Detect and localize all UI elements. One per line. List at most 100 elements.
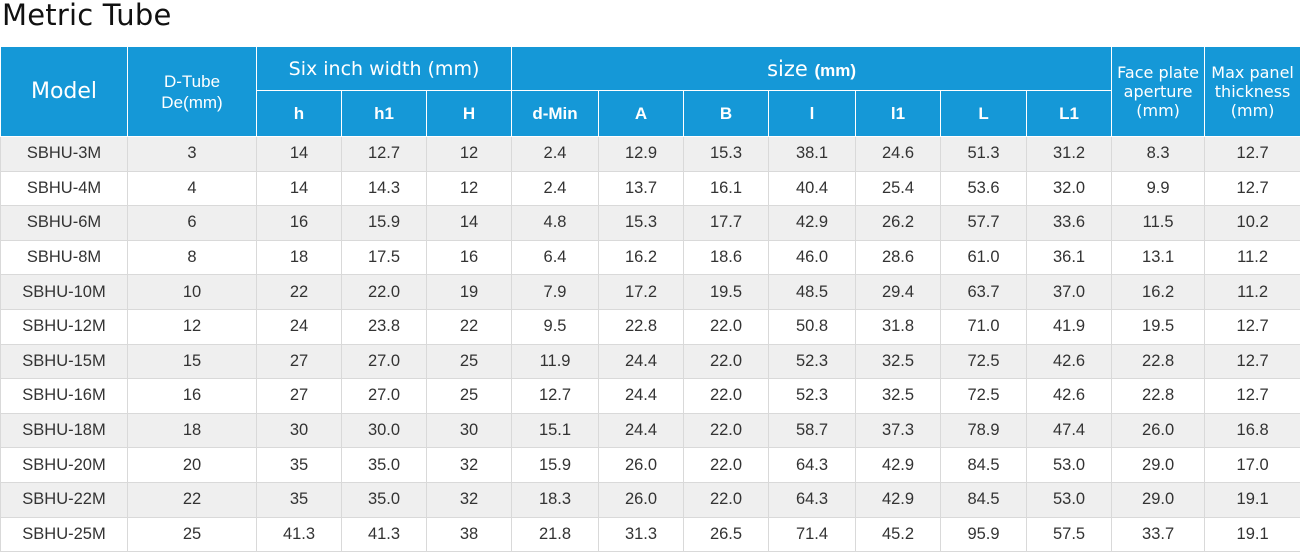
header-max-panel-thickness: Max panel thickness (mm) bbox=[1204, 46, 1300, 137]
cell-L: 63.7 bbox=[940, 274, 1028, 310]
cell-A: 15.3 bbox=[598, 205, 685, 241]
cell-face-plate: 26.0 bbox=[1111, 412, 1206, 449]
table-row: SBHU-20M 20 35 35.0 32 15.9 26.0 22.0 64.3 42.9 84… bbox=[0, 447, 1300, 483]
cell-l1: 45.2 bbox=[855, 516, 942, 552]
cell-A: 22.8 bbox=[598, 308, 685, 345]
header-col-H: H bbox=[425, 90, 513, 137]
cell-max-panel: 16.8 bbox=[1204, 412, 1300, 449]
cell-L1: 32.0 bbox=[1026, 170, 1113, 207]
cell-max-panel: 12.7 bbox=[1204, 343, 1300, 380]
cell-dtube: 10 bbox=[127, 274, 257, 310]
header-col-h: h bbox=[256, 90, 342, 137]
cell-H: 25 bbox=[425, 343, 513, 380]
cell-h: 30 bbox=[256, 412, 342, 449]
cell-max-panel: 19.1 bbox=[1204, 516, 1300, 552]
cell-H: 30 bbox=[425, 412, 513, 449]
cell-A: 26.0 bbox=[598, 481, 685, 518]
cell-L1: 53.0 bbox=[1026, 481, 1113, 518]
cell-d-min: 11.9 bbox=[511, 343, 600, 380]
cell-L: 95.9 bbox=[940, 516, 1028, 552]
cell-face-plate: 9.9 bbox=[1111, 170, 1206, 207]
cell-h1: 41.3 bbox=[341, 516, 427, 552]
cell-L: 53.6 bbox=[940, 170, 1028, 207]
table-row: SBHU-15M 15 27 27.0 25 11.9 24.4 22.0 52.3 32.5 72… bbox=[0, 343, 1300, 380]
cell-L: 57.7 bbox=[940, 205, 1028, 241]
header-size-unit: (mm) bbox=[814, 60, 857, 80]
header-dtube-line2: De(mm) bbox=[161, 92, 223, 112]
cell-L: 84.5 bbox=[940, 447, 1028, 483]
cell-H: 16 bbox=[425, 239, 513, 276]
cell-l1: 28.6 bbox=[855, 239, 942, 276]
cell-L: 84.5 bbox=[940, 481, 1028, 518]
header-col-B: B bbox=[683, 90, 770, 137]
cell-h1: 14.3 bbox=[341, 170, 427, 207]
cell-L1: 33.6 bbox=[1026, 205, 1113, 241]
table-row: SBHU-6M 6 16 15.9 14 4.8 15.3 17.7 42.9 26.2 57.7 3… bbox=[0, 205, 1300, 241]
cell-d-min: 15.1 bbox=[511, 412, 600, 449]
cell-face-plate: 22.8 bbox=[1111, 378, 1206, 414]
cell-dtube: 16 bbox=[127, 378, 257, 414]
table-row: SBHU-4M 4 14 14.3 12 2.4 13.7 16.1 40.4 25.4 53.6 3… bbox=[0, 170, 1300, 207]
cell-h1: 30.0 bbox=[341, 412, 427, 449]
header-dtube-line1: D-Tube bbox=[163, 71, 221, 91]
cell-model: SBHU-3M bbox=[0, 136, 128, 172]
header-size: size (mm) bbox=[511, 46, 1113, 91]
table-row: SBHU-25M 25 41.3 41.3 38 21.8 31.3 26.5 71.4 45.2… bbox=[0, 516, 1300, 552]
cell-d-min: 9.5 bbox=[511, 308, 600, 345]
cell-H: 12 bbox=[425, 136, 513, 172]
cell-face-plate: 16.2 bbox=[1111, 274, 1206, 310]
cell-L: 72.5 bbox=[940, 378, 1028, 414]
cell-face-plate: 22.8 bbox=[1111, 343, 1206, 380]
cell-h: 16 bbox=[256, 205, 342, 241]
cell-face-plate: 11.5 bbox=[1111, 205, 1206, 241]
cell-H: 19 bbox=[425, 274, 513, 310]
cell-dtube: 8 bbox=[127, 239, 257, 276]
cell-l1: 32.5 bbox=[855, 378, 942, 414]
table-row: SBHU-16M 16 27 27.0 25 12.7 24.4 22.0 52.3 32.5 72… bbox=[0, 378, 1300, 414]
table-row: SBHU-22M 22 35 35.0 32 18.3 26.0 22.0 64.3 42.9 84… bbox=[0, 481, 1300, 518]
cell-A: 13.7 bbox=[598, 170, 685, 207]
cell-l: 64.3 bbox=[768, 447, 857, 483]
cell-A: 24.4 bbox=[598, 343, 685, 380]
header-max-line3: (mm) bbox=[1230, 101, 1275, 120]
cell-B: 22.0 bbox=[683, 412, 770, 449]
header-max-line2: thickness bbox=[1214, 82, 1291, 101]
cell-l1: 25.4 bbox=[855, 170, 942, 207]
cell-l: 38.1 bbox=[768, 136, 857, 172]
cell-l: 71.4 bbox=[768, 516, 857, 552]
cell-face-plate: 29.0 bbox=[1111, 447, 1206, 483]
cell-face-plate: 8.3 bbox=[1111, 136, 1206, 172]
table-row: SBHU-3M 3 14 12.7 12 2.4 12.9 15.3 38.1 24.6 51.3 3… bbox=[0, 136, 1300, 172]
cell-H: 38 bbox=[425, 516, 513, 552]
cell-face-plate: 13.1 bbox=[1111, 239, 1206, 276]
cell-H: 25 bbox=[425, 378, 513, 414]
cell-A: 12.9 bbox=[598, 136, 685, 172]
header-face-line1: Face plate bbox=[1117, 63, 1199, 82]
header-dtube: D-Tube De(mm) bbox=[127, 46, 257, 137]
cell-L1: 36.1 bbox=[1026, 239, 1113, 276]
cell-model: SBHU-8M bbox=[0, 239, 128, 276]
cell-h1: 35.0 bbox=[341, 447, 427, 483]
cell-h1: 17.5 bbox=[341, 239, 427, 276]
cell-dtube: 12 bbox=[127, 308, 257, 345]
cell-d-min: 21.8 bbox=[511, 516, 600, 552]
header-row-sub: h h1 H d-Min A B l l1 L L1 bbox=[1, 90, 1300, 137]
cell-B: 22.0 bbox=[683, 447, 770, 483]
cell-l: 50.8 bbox=[768, 308, 857, 345]
cell-d-min: 15.9 bbox=[511, 447, 600, 483]
cell-A: 31.3 bbox=[598, 516, 685, 552]
cell-model: SBHU-15M bbox=[0, 343, 128, 380]
cell-d-min: 7.9 bbox=[511, 274, 600, 310]
cell-l: 64.3 bbox=[768, 481, 857, 518]
cell-dtube: 15 bbox=[127, 343, 257, 380]
cell-B: 18.6 bbox=[683, 239, 770, 276]
cell-l1: 37.3 bbox=[855, 412, 942, 449]
header-face-plate-aperture: Face plate aperture (mm) bbox=[1111, 46, 1206, 137]
cell-L1: 47.4 bbox=[1026, 412, 1113, 449]
cell-d-min: 18.3 bbox=[511, 481, 600, 518]
cell-B: 16.1 bbox=[683, 170, 770, 207]
cell-dtube: 4 bbox=[127, 170, 257, 207]
cell-h: 18 bbox=[256, 239, 342, 276]
cell-B: 22.0 bbox=[683, 308, 770, 345]
cell-h: 22 bbox=[256, 274, 342, 310]
